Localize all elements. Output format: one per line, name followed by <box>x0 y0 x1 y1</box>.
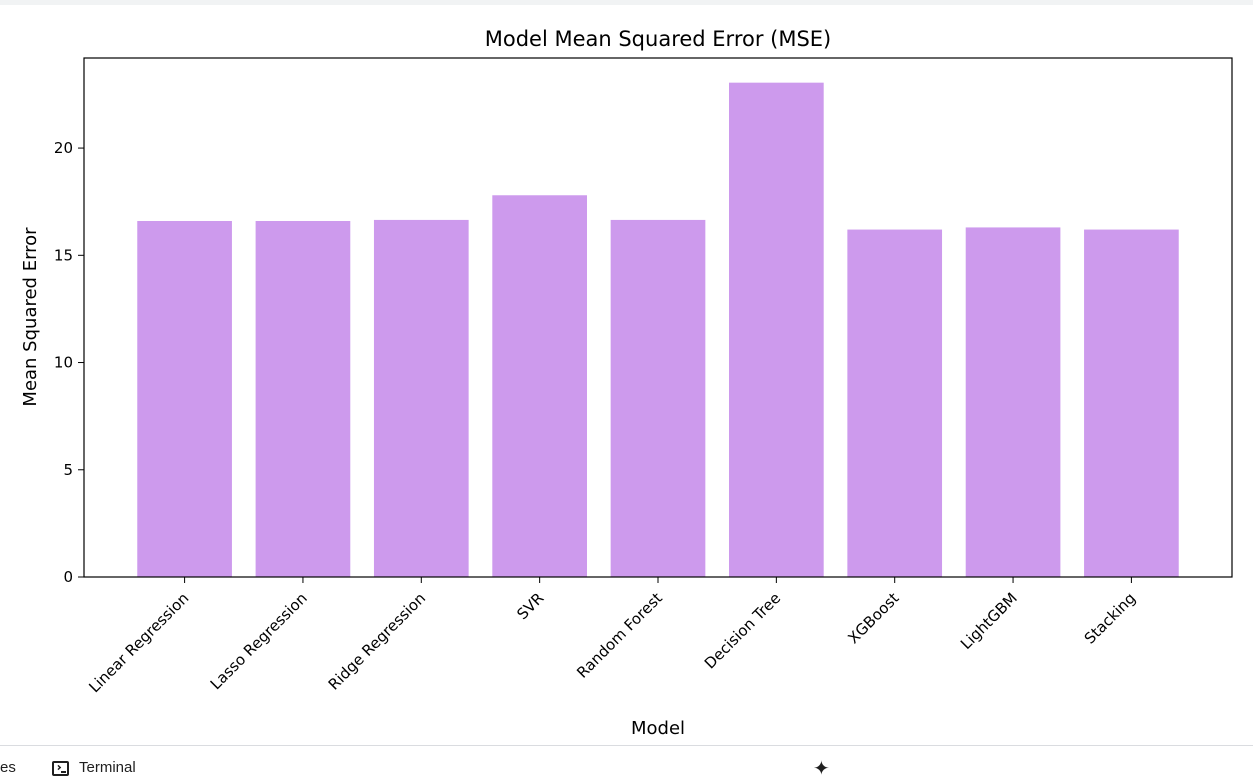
x-tick-label-2: Ridge Regression <box>325 589 429 693</box>
x-axis-label: Model <box>631 718 685 739</box>
y-tick-label-3: 15 <box>54 246 73 264</box>
bar-8 <box>1084 230 1179 577</box>
y-tick-label-1: 5 <box>63 461 73 479</box>
x-tick-label-6: XGBoost <box>844 589 902 647</box>
y-tick-label-2: 10 <box>54 354 73 372</box>
bars-layer <box>137 83 1178 577</box>
chart-title: Model Mean Squared Error (MSE) <box>485 27 832 51</box>
y-axis-label: Mean Squared Error <box>20 227 41 407</box>
terminal-button[interactable]: Terminal <box>52 759 136 777</box>
bar-5 <box>729 83 824 577</box>
y-axis: 0 5 10 15 20 <box>54 139 84 586</box>
bar-0 <box>137 221 232 577</box>
terminal-label: Terminal <box>79 759 136 777</box>
bar-4 <box>611 220 706 577</box>
bar-7 <box>966 227 1061 577</box>
x-axis: Linear Regression Lasso Regression Ridge R… <box>85 577 1139 696</box>
bar-1 <box>256 221 351 577</box>
x-tick-label-5: Decision Tree <box>701 589 784 672</box>
bottom-bar: es Terminal ✦ <box>0 745 1253 776</box>
x-tick-label-1: Lasso Regression <box>207 589 311 693</box>
x-tick-label-3: SVR <box>513 589 547 623</box>
x-tick-label-4: Random Forest <box>573 589 666 682</box>
bar-3 <box>492 195 587 577</box>
y-tick-label-4: 20 <box>54 139 73 157</box>
sparkle-icon[interactable]: ✦ <box>813 756 830 781</box>
bar-2 <box>374 220 469 577</box>
files-tab-label[interactable]: es <box>0 759 16 777</box>
x-tick-label-7: LightGBM <box>957 589 1021 653</box>
terminal-icon <box>52 761 69 776</box>
y-tick-label-0: 0 <box>63 568 73 586</box>
bar-chart: Model Mean Squared Error (MSE) 05101520 … <box>0 0 1253 745</box>
bar-6 <box>847 230 942 577</box>
x-tick-label-0: Linear Regression <box>85 589 192 696</box>
x-tick-label-8: Stacking <box>1081 589 1140 648</box>
